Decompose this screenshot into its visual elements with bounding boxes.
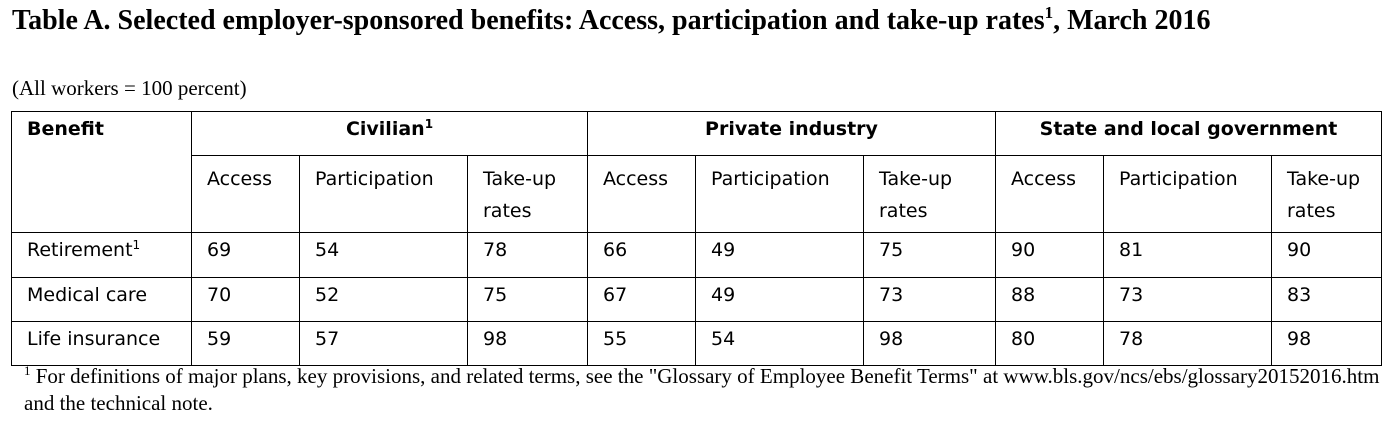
table-cell: 54 <box>695 321 864 366</box>
group-header-civilian: Civilian1 <box>191 111 588 156</box>
row-label-text: Medical care <box>27 284 148 306</box>
table-cell: 73 <box>1103 277 1272 322</box>
table-row: Life insurance 59 57 98 55 54 98 80 78 98 <box>11 321 1382 366</box>
group-footnote-marker: 1 <box>424 117 434 131</box>
table-cell: 52 <box>299 277 468 322</box>
table-cell: 78 <box>467 232 588 278</box>
subheader-participation: Participation <box>695 155 864 233</box>
row-label: Medical care <box>11 277 192 322</box>
subheader-access: Access <box>587 155 696 233</box>
row-footnote-marker: 1 <box>132 238 141 252</box>
table-title-text: Table A. Selected employer-sponsored ben… <box>12 5 1045 36</box>
table-cell: 81 <box>1103 232 1272 278</box>
subheader-take-up-rates: Take-up rates <box>467 155 588 233</box>
subheader-take-up-rates: Take-up rates <box>1271 155 1382 233</box>
row-label-text: Life insurance <box>27 328 161 350</box>
title-footnote-marker: 1 <box>1044 3 1054 22</box>
subheader-participation: Participation <box>299 155 468 233</box>
table-cell: 67 <box>587 277 696 322</box>
table-cell: 98 <box>467 321 588 366</box>
subheader-access: Access <box>995 155 1104 233</box>
subheader-participation: Participation <box>1103 155 1272 233</box>
row-label: Life insurance <box>11 321 192 366</box>
table-cell: 49 <box>695 277 864 322</box>
footnote: 1 For definitions of major plans, key pr… <box>24 363 1384 417</box>
table-cell: 73 <box>863 277 996 322</box>
row-label: Retirement1 <box>11 232 192 278</box>
table-cell: 78 <box>1103 321 1272 366</box>
table-cell: 75 <box>863 232 996 278</box>
group-header-state-local-government: State and local government <box>995 111 1382 156</box>
table-cell: 90 <box>1271 232 1382 278</box>
table-cell: 55 <box>587 321 696 366</box>
table-row: Retirement1 69 54 78 66 49 75 90 81 90 <box>11 232 1382 278</box>
group-header-label: Private industry <box>705 118 878 140</box>
table-cell: 75 <box>467 277 588 322</box>
footnote-marker: 1 <box>24 363 31 378</box>
table-title-date: , March 2016 <box>1053 5 1211 36</box>
subheader-access: Access <box>191 155 300 233</box>
table-subtitle: (All workers = 100 percent) <box>12 76 247 100</box>
column-header-benefit: Benefit <box>11 111 192 233</box>
group-header-label: State and local government <box>1039 118 1338 140</box>
table-cell: 49 <box>695 232 864 278</box>
table-cell: 90 <box>995 232 1104 278</box>
table-row: Medical care 70 52 75 67 49 73 88 73 83 <box>11 277 1382 322</box>
table-cell: 54 <box>299 232 468 278</box>
benefits-table: Benefit Civilian1 Private industry State… <box>11 111 1382 366</box>
table-cell: 80 <box>995 321 1104 366</box>
table-cell: 83 <box>1271 277 1382 322</box>
subheader-row: Access Participation Take-up rates Access Pa… <box>12 155 1382 233</box>
table-cell: 88 <box>995 277 1104 322</box>
group-header-private-industry: Private industry <box>587 111 996 156</box>
table-cell: 98 <box>863 321 996 366</box>
table-cell: 66 <box>587 232 696 278</box>
group-header-label: Civilian <box>345 118 425 140</box>
table-cell: 69 <box>191 232 300 278</box>
table-cell: 57 <box>299 321 468 366</box>
row-label-text: Retirement <box>27 239 133 261</box>
footnote-text: For definitions of major plans, key prov… <box>24 364 1380 415</box>
subheader-take-up-rates: Take-up rates <box>863 155 996 233</box>
table-cell: 70 <box>191 277 300 322</box>
table-body: Retirement1 69 54 78 66 49 75 90 81 90 Medical car… <box>11 232 1382 366</box>
table-cell: 98 <box>1271 321 1382 366</box>
table-title: Table A. Selected employer-sponsored ben… <box>12 4 1382 38</box>
table-cell: 59 <box>191 321 300 366</box>
